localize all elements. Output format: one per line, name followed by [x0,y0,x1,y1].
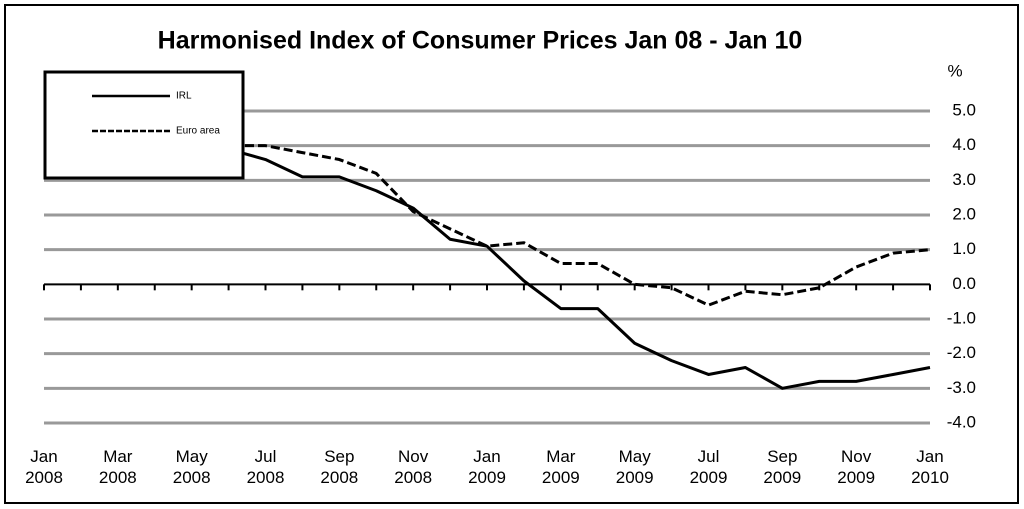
chart-border [4,4,1019,504]
x-tick-label: Jan 2009 [468,447,506,487]
x-tick-label: May 2009 [615,447,654,487]
y-tick-label: -4.0 [947,412,976,431]
y-tick-label: 2.0 [952,204,976,223]
x-tick-label: Jan 2008 [25,447,63,487]
y-tick-label: 3.0 [952,170,976,189]
y-tick-label: 5.0 [952,100,976,119]
x-tick-label: Mar 2008 [98,447,137,487]
y-tick-label: 4.0 [952,135,976,154]
legend-label: Euro area [176,126,220,137]
y-axis-label: % [947,61,962,80]
chart-title: Harmonised Index of Consumer Prices Jan … [158,27,803,55]
x-tick-label: Jan 2010 [911,447,949,487]
y-tick-label: -3.0 [947,378,976,397]
y-tick-label: 1.0 [952,239,976,258]
x-tick-label: May 2008 [172,447,211,487]
y-tick-label: -1.0 [947,308,976,327]
x-tick-label: Mar 2009 [541,447,580,487]
x-tick-label: Nov 2008 [394,447,433,487]
x-tick-label: Jul 2009 [689,447,728,487]
legend-label: IRL [176,91,192,102]
x-tick-label: Sep 2009 [763,447,802,487]
x-tick-label: Jul 2008 [246,447,285,487]
x-tick-label: Sep 2008 [320,447,359,487]
legend-box [43,70,245,180]
x-tick-label: Nov 2009 [837,447,876,487]
y-tick-label: 0.0 [952,274,976,293]
y-tick-label: -2.0 [947,343,976,362]
